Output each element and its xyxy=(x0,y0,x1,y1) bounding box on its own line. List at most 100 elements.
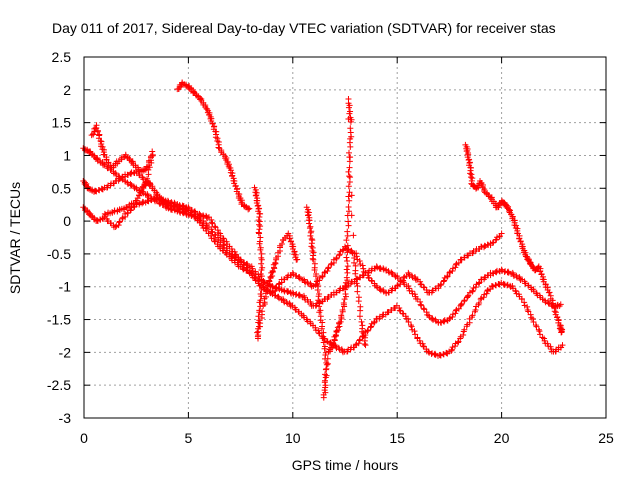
data-point xyxy=(319,273,326,280)
data-point xyxy=(215,144,222,151)
data-point xyxy=(481,244,488,251)
data-point xyxy=(345,193,352,200)
data-point xyxy=(469,288,476,295)
data-point xyxy=(311,266,318,273)
data-point xyxy=(476,279,483,286)
data-point xyxy=(348,212,355,219)
data-point xyxy=(354,288,361,295)
data-point xyxy=(449,346,456,353)
data-point xyxy=(240,261,247,268)
data-point xyxy=(344,263,351,270)
data-point xyxy=(199,222,206,229)
data-point xyxy=(101,210,108,217)
data-point xyxy=(345,183,352,190)
data-point xyxy=(346,189,353,196)
data-point xyxy=(476,300,483,307)
data-point xyxy=(359,328,366,335)
data-point xyxy=(455,259,462,266)
data-point xyxy=(344,242,351,249)
data-point xyxy=(127,207,134,214)
data-point xyxy=(351,259,358,266)
data-point xyxy=(452,310,459,317)
data-point xyxy=(444,272,451,279)
data-point xyxy=(97,137,104,144)
data-point xyxy=(354,283,361,290)
data-point xyxy=(483,290,490,297)
data-point xyxy=(345,168,352,175)
data-point xyxy=(345,204,352,211)
data-point xyxy=(232,251,239,258)
data-point xyxy=(441,277,448,284)
data-point xyxy=(323,361,330,368)
data-point xyxy=(80,178,87,185)
data-point xyxy=(455,338,462,345)
data-point xyxy=(440,278,447,285)
data-point xyxy=(316,303,323,310)
data-point xyxy=(465,292,472,299)
data-point xyxy=(115,222,122,229)
data-point xyxy=(257,303,264,310)
data-point xyxy=(464,293,471,300)
data-point xyxy=(88,132,95,139)
data-point xyxy=(357,307,364,314)
data-point xyxy=(136,201,143,208)
data-point xyxy=(368,277,375,284)
y-tick-label: -2 xyxy=(59,344,72,360)
data-point xyxy=(452,264,459,271)
data-point xyxy=(344,257,351,264)
x-axis-label: GPS time / hours xyxy=(292,457,399,473)
data-point xyxy=(455,305,462,312)
data-point xyxy=(537,331,544,338)
data-point xyxy=(454,339,461,346)
data-point xyxy=(469,287,476,294)
data-point xyxy=(423,309,430,316)
data-point xyxy=(449,313,456,320)
data-point xyxy=(408,323,415,330)
series-track-3 xyxy=(80,194,505,297)
data-point xyxy=(347,108,354,115)
data-point xyxy=(458,301,465,308)
y-tick-label: 0 xyxy=(63,213,71,229)
data-point xyxy=(356,257,363,264)
data-point xyxy=(559,342,566,349)
data-point xyxy=(347,154,354,161)
data-point xyxy=(480,294,487,301)
data-point xyxy=(308,243,315,250)
data-point xyxy=(558,328,565,335)
data-point xyxy=(467,174,474,181)
data-point xyxy=(429,315,436,322)
data-point xyxy=(407,322,414,329)
data-point xyxy=(524,307,531,314)
data-point xyxy=(358,318,365,325)
data-point xyxy=(524,303,531,310)
data-point xyxy=(345,95,352,102)
data-point xyxy=(148,159,155,166)
data-point xyxy=(353,280,360,287)
data-point xyxy=(489,239,496,246)
y-tick-label: -2.5 xyxy=(47,377,71,393)
data-point xyxy=(530,319,537,326)
data-point xyxy=(310,256,317,263)
data-point xyxy=(208,216,215,223)
data-point xyxy=(256,299,263,306)
data-point xyxy=(461,326,468,333)
axis-ticks xyxy=(83,56,607,419)
data-point xyxy=(257,320,264,327)
data-point xyxy=(467,170,474,177)
data-point xyxy=(306,220,313,227)
data-point xyxy=(367,324,374,331)
data-point xyxy=(461,298,468,305)
data-point xyxy=(128,158,135,165)
data-point xyxy=(318,325,325,332)
data-point xyxy=(472,307,479,314)
data-point xyxy=(264,286,271,293)
data-point xyxy=(212,134,219,141)
data-point xyxy=(345,115,352,122)
data-point xyxy=(347,174,354,181)
data-point xyxy=(460,332,467,339)
x-tick-label: 20 xyxy=(494,430,510,446)
data-point xyxy=(449,268,456,275)
data-point xyxy=(475,280,482,287)
data-point xyxy=(344,249,351,256)
data-point xyxy=(269,272,276,279)
